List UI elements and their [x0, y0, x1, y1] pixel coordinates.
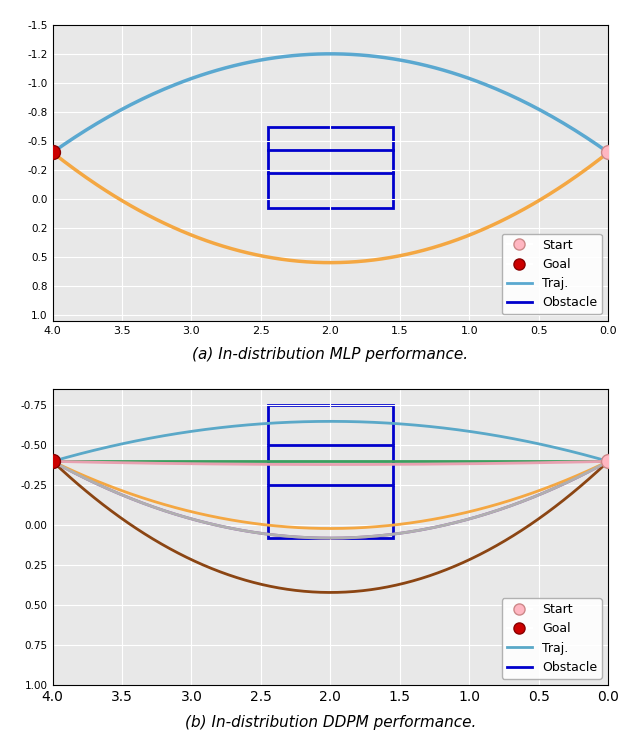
Legend: Start, Goal, Traj., Obstacle: Start, Goal, Traj., Obstacle: [502, 234, 602, 315]
Bar: [268, 127, 393, 208]
Legend: Start, Goal, Traj., Obstacle: Start, Goal, Traj., Obstacle: [502, 599, 602, 679]
X-axis label: (b) In-distribution DDPM performance.: (b) In-distribution DDPM performance.: [185, 715, 476, 730]
Bar: [268, 406, 393, 538]
X-axis label: (a) In-distribution MLP performance.: (a) In-distribution MLP performance.: [193, 347, 468, 362]
